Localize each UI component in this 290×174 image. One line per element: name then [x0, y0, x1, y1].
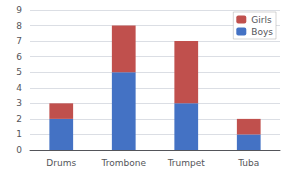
svg-text:7: 7: [16, 36, 22, 46]
svg-text:0: 0: [16, 145, 22, 155]
svg-text:1: 1: [16, 129, 22, 139]
svg-text:Tuba: Tuba: [237, 158, 259, 168]
svg-text:Drums: Drums: [46, 158, 76, 168]
svg-text:Boys: Boys: [251, 27, 273, 37]
svg-text:4: 4: [16, 83, 22, 93]
svg-text:9: 9: [16, 5, 22, 15]
svg-text:5: 5: [16, 67, 22, 77]
svg-text:6: 6: [16, 52, 22, 62]
svg-text:2: 2: [16, 114, 22, 124]
svg-text:Girls: Girls: [251, 15, 272, 25]
svg-text:Trombone: Trombone: [101, 158, 147, 168]
svg-text:8: 8: [16, 21, 22, 31]
svg-text:Trumpet: Trumpet: [167, 158, 206, 168]
svg-text:3: 3: [16, 98, 22, 108]
